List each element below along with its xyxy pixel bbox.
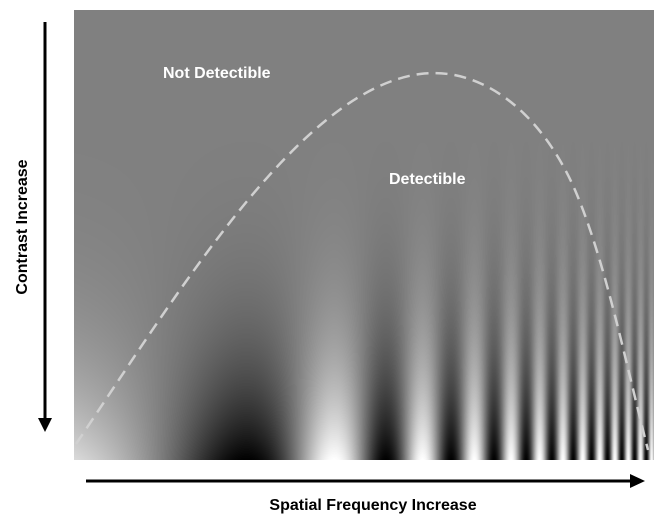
x-axis: Spatial Frequency Increase bbox=[86, 474, 645, 514]
grating-image bbox=[74, 10, 654, 460]
not-detectible-label: Not Detectible bbox=[163, 65, 271, 82]
x-axis-label: Spatial Frequency Increase bbox=[269, 497, 476, 514]
y-axis: Contrast Increase bbox=[14, 22, 52, 432]
y-axis-label: Contrast Increase bbox=[14, 159, 31, 294]
detectible-label: Detectible bbox=[389, 171, 466, 188]
x-axis-arrowhead bbox=[630, 474, 645, 488]
y-axis-arrowhead bbox=[38, 418, 52, 432]
detection-threshold-curve bbox=[74, 71, 650, 451]
